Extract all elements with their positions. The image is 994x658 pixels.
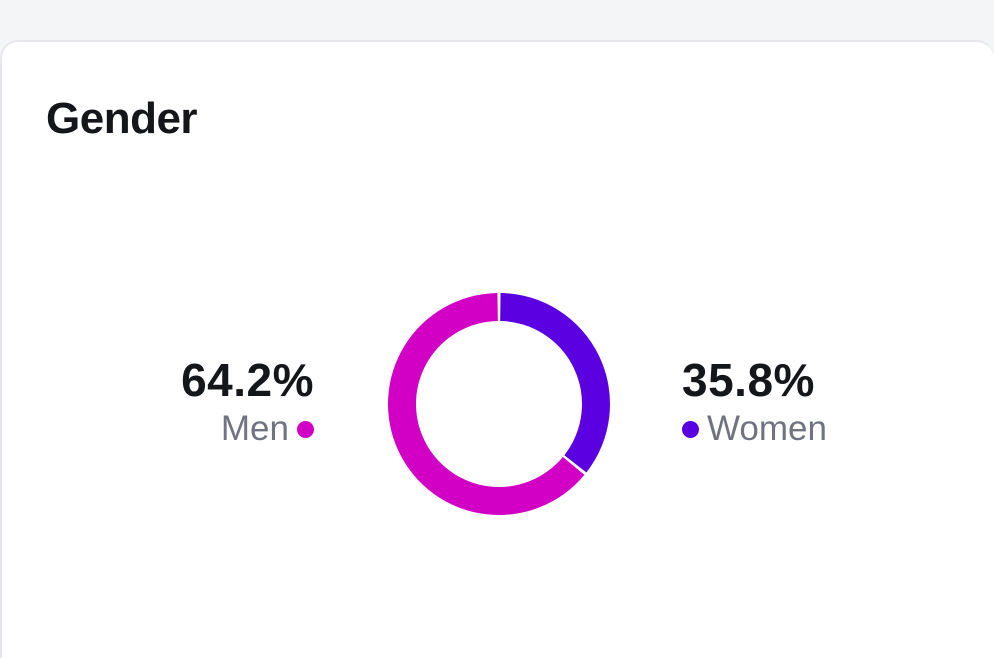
women-legend: Women (682, 408, 827, 450)
donut-slice-men (388, 293, 585, 515)
women-percentage: 35.8% (682, 354, 815, 406)
gender-donut-chart (388, 293, 610, 515)
donut-slice-women (500, 293, 610, 473)
women-dot-icon (682, 420, 699, 438)
gender-card: Gender 64.2% Men 35.8% Women (0, 40, 994, 658)
men-legend: Men (181, 408, 314, 450)
men-label: Men (220, 409, 289, 448)
men-stat: 64.2% Men (181, 352, 314, 450)
men-percentage: 64.2% (181, 354, 314, 406)
women-label: Women (707, 409, 827, 448)
card-title: Gender (46, 94, 198, 143)
women-stat: 35.8% Women (682, 352, 827, 450)
men-dot-icon (297, 420, 314, 438)
